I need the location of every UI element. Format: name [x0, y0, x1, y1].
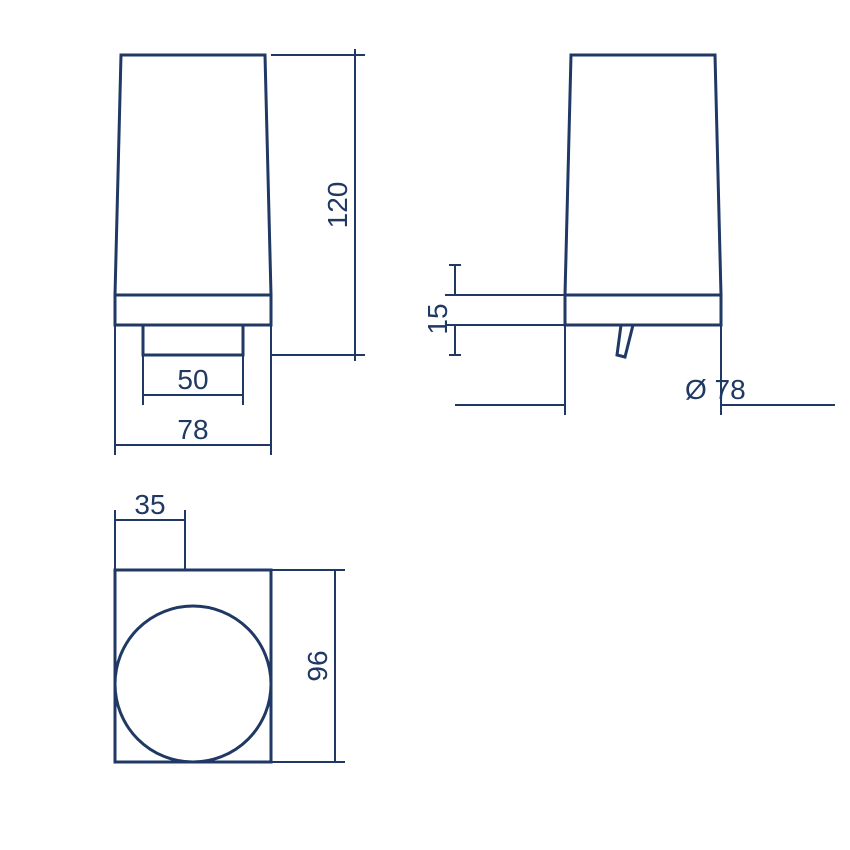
- dim-78-label: 78: [177, 414, 208, 445]
- dim-15: 15: [422, 265, 565, 355]
- dim-35: 35: [115, 489, 185, 570]
- dim-96-label: 96: [302, 650, 333, 681]
- dim-96: 96: [271, 570, 345, 762]
- technical-drawing: 120 50 78: [0, 0, 850, 850]
- dim-50-label: 50: [177, 364, 208, 395]
- dim-120-label: 120: [322, 182, 353, 229]
- dim-dia78: Ø 78: [455, 325, 835, 415]
- dim-35-label: 35: [134, 489, 165, 520]
- dim-dia78-label: Ø 78: [685, 374, 746, 405]
- dim-120: 120: [271, 49, 365, 361]
- dim-50: 50: [143, 355, 243, 405]
- dim-15-label: 15: [422, 303, 453, 334]
- front-view: 120 50 78: [115, 49, 365, 455]
- top-view: 35 96: [115, 489, 345, 762]
- side-view: 15 Ø 78: [422, 55, 835, 415]
